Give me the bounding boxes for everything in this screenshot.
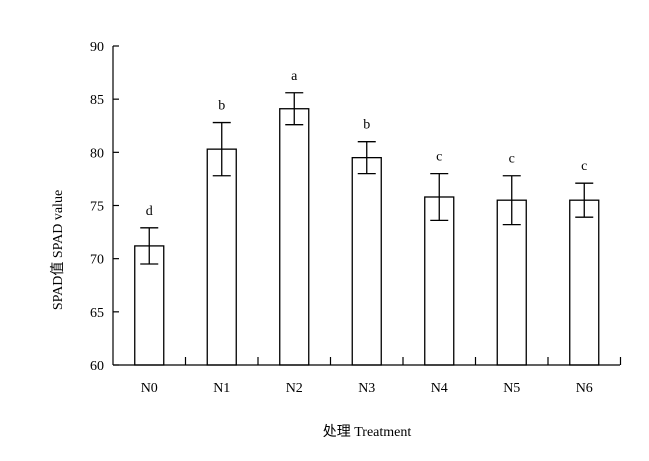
y-tick-label: 65	[90, 306, 104, 321]
significance-letter: b	[218, 99, 225, 114]
bar-n5	[496, 199, 527, 366]
x-tick-label: N3	[358, 381, 375, 396]
y-tick-label: 60	[90, 359, 104, 374]
significance-letter: c	[436, 150, 442, 165]
y-axis-title: SPAD值 SPAD value	[50, 190, 66, 310]
significance-letter: b	[363, 118, 370, 133]
bar-n3	[351, 156, 382, 366]
labels-layer: 60 65 70 75 80 85 90 d N0 b N1 a N2 b N3 c N4 c N5 c N6	[90, 40, 593, 396]
x-tick-label: N5	[503, 381, 520, 396]
y-tick-label: 75	[90, 200, 104, 215]
significance-letter: a	[291, 69, 298, 84]
bar-n0	[134, 245, 165, 366]
y-tick-label: 85	[90, 93, 104, 108]
significance-letter: d	[146, 204, 153, 219]
x-tick-label: N4	[431, 381, 448, 396]
x-tick-label: N1	[213, 381, 230, 396]
y-tick-label: 90	[90, 40, 104, 55]
axes-layer	[112, 45, 622, 366]
y-tick-label: 70	[90, 253, 104, 268]
x-axis-title: 处理 Treatment	[323, 424, 412, 440]
x-tick-label: N0	[141, 381, 158, 396]
y-tick-label: 80	[90, 146, 104, 161]
bar-n2	[279, 108, 310, 366]
bar-n6	[569, 199, 600, 366]
x-tick-label: N6	[576, 381, 593, 396]
bar-n4	[424, 196, 455, 366]
x-tick-label: N2	[286, 381, 303, 396]
error-bars-layer	[140, 92, 594, 265]
significance-letter: c	[581, 159, 587, 174]
significance-letter: c	[509, 152, 515, 167]
bar-n1	[206, 148, 237, 366]
